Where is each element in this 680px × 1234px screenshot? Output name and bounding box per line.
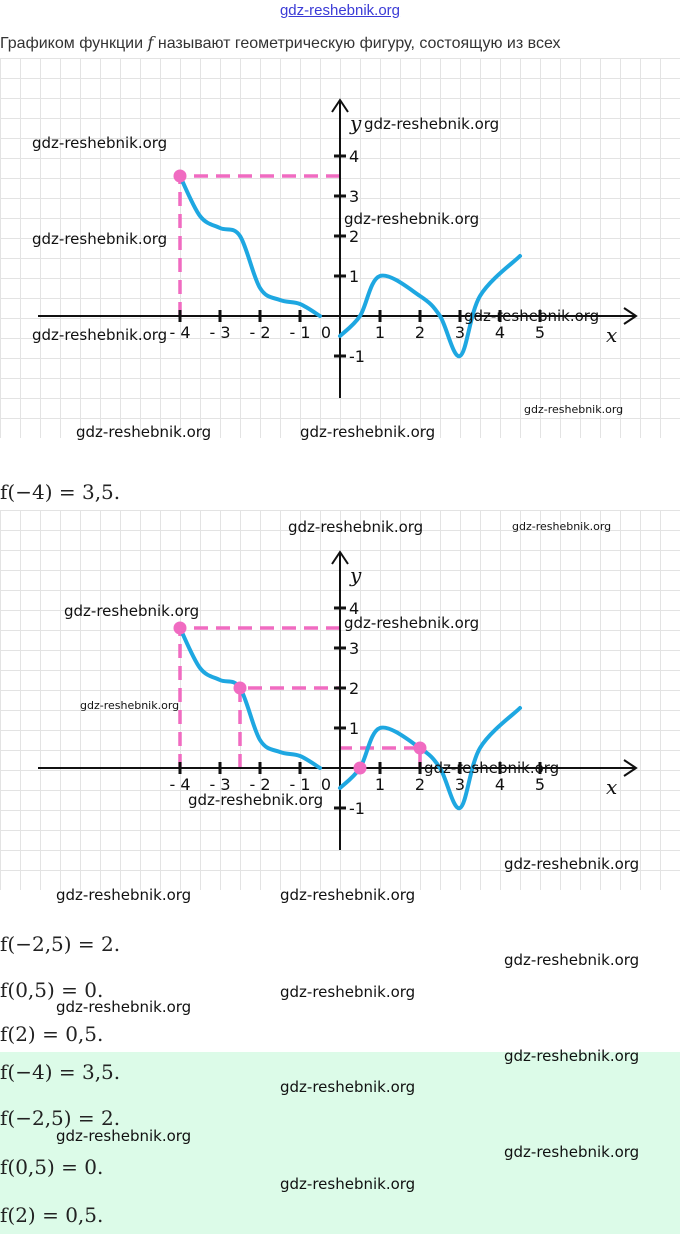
watermark: gdz-reshebnik.org xyxy=(32,326,168,344)
graph1-curve-left xyxy=(178,174,322,318)
graph2-point-0 xyxy=(173,621,187,635)
watermark: gdz-reshebnik.org xyxy=(32,134,168,152)
watermark: gdz-reshebnik.org xyxy=(280,983,416,1001)
graph1-x-tick-label: 0 xyxy=(321,323,331,342)
graph1-point-0 xyxy=(173,169,187,183)
graph1-x-tick-label: 1 xyxy=(375,323,385,342)
watermark: gdz-reshebnik.org xyxy=(280,1175,416,1193)
graph1-y-tick-label: 4 xyxy=(349,147,359,166)
answer-f-2: f(2) = 0,5. xyxy=(0,1203,104,1227)
watermark: gdz-reshebnik.org xyxy=(464,307,600,325)
graph1-y-tick-label: -1 xyxy=(349,347,365,366)
intro-after: называют геометрическую фигуру, состоящу… xyxy=(153,35,561,52)
watermark: gdz-reshebnik.org xyxy=(64,602,200,620)
graph2-point-1 xyxy=(233,681,247,695)
graph1-x-tick-label: 2 xyxy=(415,323,425,342)
graph2-y-tick-label: 1 xyxy=(349,719,359,738)
function-graph-1: - 4 - 3 - 2 - 1 0 1 2 3 4 5 4 3 2 1 -1 x y xyxy=(0,58,680,438)
graph1-x-tick-label: 4 xyxy=(495,323,505,342)
graph1-y-axis-label: y xyxy=(349,111,362,135)
watermark: gdz-reshebnik.org xyxy=(188,791,324,809)
function-graph-2: - 4 - 3 - 2 - 1 0 1 2 3 4 5 4 3 2 1 -1 x y xyxy=(0,510,680,890)
site-link[interactable]: gdz-reshebnik.org xyxy=(279,2,401,19)
watermark: gdz-reshebnik.org xyxy=(56,886,192,904)
graph1-x-tick-label: - 3 xyxy=(209,323,230,342)
graph1-x-tick-label: - 4 xyxy=(169,323,190,342)
graph1-y-arrow xyxy=(331,98,349,113)
graph1-guide-0 xyxy=(178,174,340,316)
watermark: gdz-reshebnik.org xyxy=(344,614,480,632)
intro-function-var: f xyxy=(147,33,154,52)
intro-text: Графиком функции f называют геометрическ… xyxy=(0,33,561,53)
graph2-point-3 xyxy=(413,741,427,755)
result-f-2: f(2) = 0,5. xyxy=(0,1022,104,1046)
answer-f-minus2-5: f(−2,5) = 2. xyxy=(0,1106,121,1130)
graph2-x-tick-label: - 2 xyxy=(249,775,270,794)
graph2-y-tick-label: 4 xyxy=(349,599,359,618)
graph2-x-tick-label: 4 xyxy=(495,775,505,794)
result-f-0-5: f(0,5) = 0. xyxy=(0,978,104,1002)
watermark: gdz-reshebnik.org xyxy=(344,210,480,228)
graph2-y-tick-label: 3 xyxy=(349,639,359,658)
watermark: gdz-reshebnik.org xyxy=(504,1047,640,1065)
watermark: gdz-reshebnik.org xyxy=(512,520,612,533)
watermark: gdz-reshebnik.org xyxy=(280,1078,416,1096)
graph1-x-tick-label: 3 xyxy=(455,323,465,342)
watermark: gdz-reshebnik.org xyxy=(524,403,624,416)
graph2-y-arrow xyxy=(331,550,349,565)
answer-f-0-5: f(0,5) = 0. xyxy=(0,1155,104,1179)
graph2-x-tick-label: 2 xyxy=(415,775,425,794)
graph1-x-arrow xyxy=(623,307,638,325)
graph2-x-tick-label: - 4 xyxy=(169,775,190,794)
result-f-minus4: f(−4) = 3,5. xyxy=(0,480,121,504)
watermark: gdz-reshebnik.org xyxy=(56,998,192,1016)
watermark: gdz-reshebnik.org xyxy=(288,518,424,536)
graph2-y-tick-label: -1 xyxy=(349,799,365,818)
watermark: gdz-reshebnik.org xyxy=(56,1127,192,1145)
result-f-minus2-5: f(−2,5) = 2. xyxy=(0,932,121,956)
graph2-point-2 xyxy=(353,761,367,775)
graph2-x-tick-label: 5 xyxy=(535,775,545,794)
watermark: gdz-reshebnik.org xyxy=(300,423,436,441)
graph1-x-tick-label: - 2 xyxy=(249,323,270,342)
graph1-y-tick-label: 1 xyxy=(349,267,359,286)
graph1-x-tick-label: 5 xyxy=(535,323,545,342)
watermark: gdz-reshebnik.org xyxy=(504,951,640,969)
graph2-guide-0 xyxy=(178,626,340,768)
watermark: gdz-reshebnik.org xyxy=(32,230,168,248)
graph2-y-axis-label: y xyxy=(349,563,362,587)
graph1-x-axis-label: x xyxy=(606,323,617,347)
graph1-y-tick-label: 3 xyxy=(349,187,359,206)
graph1-y-tick-label: 2 xyxy=(349,227,359,246)
graph1-curve-right xyxy=(338,254,522,358)
graph2-curve-left xyxy=(178,626,322,770)
watermark: gdz-reshebnik.org xyxy=(504,1143,640,1161)
graph2-x-arrow xyxy=(623,759,638,777)
intro-before: Графиком функции xyxy=(0,35,148,52)
answer-f-minus4: f(−4) = 3,5. xyxy=(0,1060,121,1084)
graph-1-svg: - 4 - 3 - 2 - 1 0 1 2 3 4 5 4 3 2 1 -1 x y xyxy=(38,98,638,398)
answer-box: f(−4) = 3,5. f(−2,5) = 2. f(0,5) = 0. f(… xyxy=(0,1052,680,1234)
graph2-x-tick-label: 3 xyxy=(455,775,465,794)
graph-2-svg: - 4 - 3 - 2 - 1 0 1 2 3 4 5 4 3 2 1 -1 x y xyxy=(38,550,638,850)
graph2-x-tick-label: - 3 xyxy=(209,775,230,794)
graph2-y-tick-label: 2 xyxy=(349,679,359,698)
graph2-x-tick-label: - 1 xyxy=(289,775,310,794)
graph1-x-tick-label: - 1 xyxy=(289,323,310,342)
graph2-x-tick-label: 1 xyxy=(375,775,385,794)
watermark: gdz-reshebnik.org xyxy=(80,699,180,712)
watermark: gdz-reshebnik.org xyxy=(504,855,640,873)
watermark: gdz-reshebnik.org xyxy=(76,423,212,441)
graph2-x-axis-label: x xyxy=(606,775,617,799)
watermark: gdz-reshebnik.org xyxy=(424,759,560,777)
graph2-x-tick-label: 0 xyxy=(321,775,331,794)
watermark: gdz-reshebnik.org xyxy=(280,886,416,904)
watermark: gdz-reshebnik.org xyxy=(364,115,500,133)
